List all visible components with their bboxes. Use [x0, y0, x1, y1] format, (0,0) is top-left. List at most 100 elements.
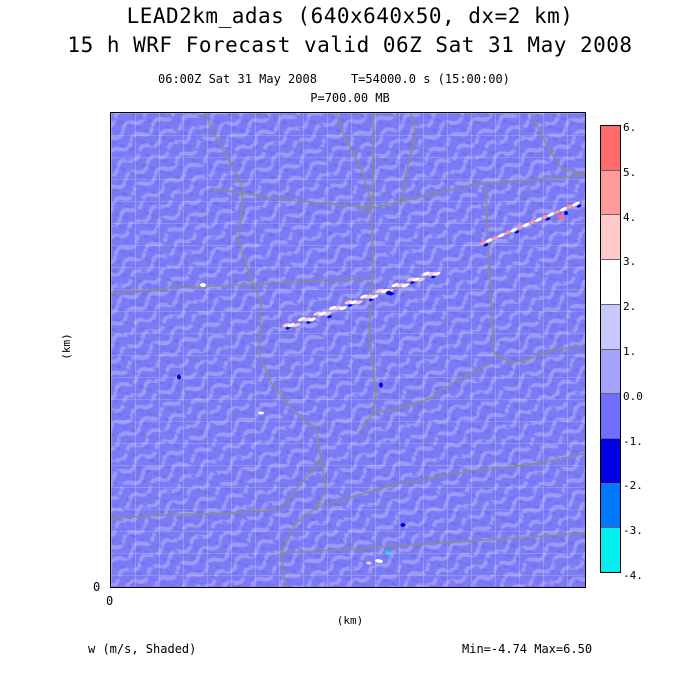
velocity-cell — [366, 561, 372, 565]
velocity-cell — [485, 238, 493, 243]
velocity-cell — [427, 271, 436, 276]
velocity-cell — [258, 411, 264, 415]
velocity-cell — [327, 315, 332, 319]
colorbar-segment — [601, 170, 620, 216]
field-label: w (m/s, Shaded) — [88, 642, 197, 656]
velocity-cell — [535, 217, 543, 222]
velocity-cell — [306, 320, 312, 324]
velocity-cell — [497, 232, 506, 238]
colorbar-tick-label: -2. — [623, 479, 643, 493]
velocity-cell — [417, 277, 425, 282]
velocity-cell — [385, 551, 391, 555]
velocity-cell — [541, 214, 549, 220]
velocity-cell — [323, 311, 332, 316]
velocity-cell — [479, 240, 487, 246]
x-axis-label: (km) — [336, 614, 364, 627]
velocity-cell — [572, 201, 580, 207]
colorbar-tick-label: 2. — [623, 300, 637, 314]
velocity-cell — [522, 222, 531, 228]
velocity-cell — [308, 317, 316, 322]
velocity-cell — [200, 283, 206, 287]
colorbar-segment — [601, 483, 620, 529]
colorbar-tick-label: 3. — [623, 255, 637, 269]
velocity-cell — [344, 300, 353, 305]
map-plot — [111, 113, 585, 587]
colorbar-segment — [601, 394, 620, 439]
colorbar — [600, 125, 621, 573]
velocity-cell — [348, 303, 353, 307]
velocity-cell — [566, 204, 574, 209]
velocity-cell — [545, 217, 551, 221]
pressure-level: P=700.00 MB — [310, 91, 390, 105]
velocity-cell — [564, 211, 568, 215]
velocity-cell — [318, 311, 327, 316]
colorbar-segment — [601, 215, 620, 261]
velocity-cell — [292, 323, 301, 328]
velocity-cell — [514, 230, 520, 234]
velocity-cell — [553, 209, 562, 215]
colorbar-tick-label: -3. — [623, 524, 643, 538]
colorbar-segment — [601, 528, 620, 573]
colorbar-segment — [601, 126, 620, 171]
velocity-cell — [396, 283, 405, 288]
velocity-cell — [391, 283, 399, 288]
model-time: T=54000.0 s (15:00:00) — [350, 72, 510, 86]
velocity-cell — [355, 300, 363, 305]
velocity-cell — [528, 219, 537, 225]
velocity-cell — [516, 225, 524, 230]
velocity-cell — [491, 235, 500, 241]
velocity-cell — [370, 294, 379, 299]
velocity-cell — [368, 298, 374, 302]
velocity-cell — [313, 311, 321, 316]
velocity-features — [177, 201, 582, 565]
county-grid — [111, 113, 585, 587]
velocity-cell — [381, 288, 389, 293]
velocity-cell — [365, 294, 373, 299]
velocity-cell — [287, 323, 295, 328]
chart-title-line1: LEAD2km_adas (640x640x50, dx=2 km) — [126, 4, 574, 28]
colorbar-segment — [601, 260, 620, 305]
velocity-cell — [349, 300, 358, 305]
colorbar-tick-label: 4. — [623, 210, 637, 224]
velocity-cell — [510, 227, 518, 233]
valid-time: 06:00Z Sat 31 May 2008 — [158, 72, 317, 86]
velocity-cell — [422, 271, 431, 276]
velocity-cell — [285, 326, 291, 330]
velocity-cell — [559, 206, 568, 212]
colorbar-segment — [601, 438, 620, 484]
time-info-line: 06:00Z Sat 31 May 2008 T=54000.0 s (15:00… — [158, 72, 544, 86]
min-max-label: Min=-4.74 Max=6.50 — [462, 642, 593, 656]
velocity-cell — [431, 275, 436, 279]
velocity-cell — [177, 374, 181, 380]
velocity-cell — [407, 277, 415, 282]
state-borders — [111, 113, 585, 587]
velocity-cell — [375, 288, 384, 293]
velocity-cell — [303, 317, 311, 322]
colorbar-segment — [601, 349, 620, 395]
velocity-cell — [379, 382, 383, 388]
y-axis-origin: 0 — [93, 580, 101, 594]
velocity-cell — [334, 305, 342, 311]
velocity-cell — [400, 523, 406, 527]
velocity-cell — [282, 322, 290, 328]
velocity-cell — [360, 294, 368, 299]
velocity-cell — [576, 204, 582, 208]
y-axis-label: (km) — [59, 333, 73, 360]
velocity-cell — [410, 280, 416, 284]
vertical-velocity-map — [110, 112, 586, 588]
velocity-cell — [339, 306, 347, 311]
velocity-cell — [375, 559, 383, 563]
velocity-cell — [386, 291, 392, 295]
x-axis-origin: 0 — [106, 594, 114, 608]
colorbar-tick-label: -4. — [623, 569, 643, 582]
velocity-cell — [547, 212, 555, 217]
velocity-cell — [297, 317, 306, 322]
velocity-cell — [504, 230, 512, 235]
colorbar-tick-label: 6. — [623, 121, 637, 134]
velocity-cell — [483, 243, 489, 247]
velocity-cell — [329, 305, 337, 310]
velocity-cell — [433, 271, 441, 276]
velocity-cell — [401, 283, 410, 288]
colorbar-tick-label: 0.0 — [623, 389, 643, 403]
chart-title-line2: 15 h WRF Forecast valid 06Z Sat 31 May 2… — [67, 33, 633, 57]
